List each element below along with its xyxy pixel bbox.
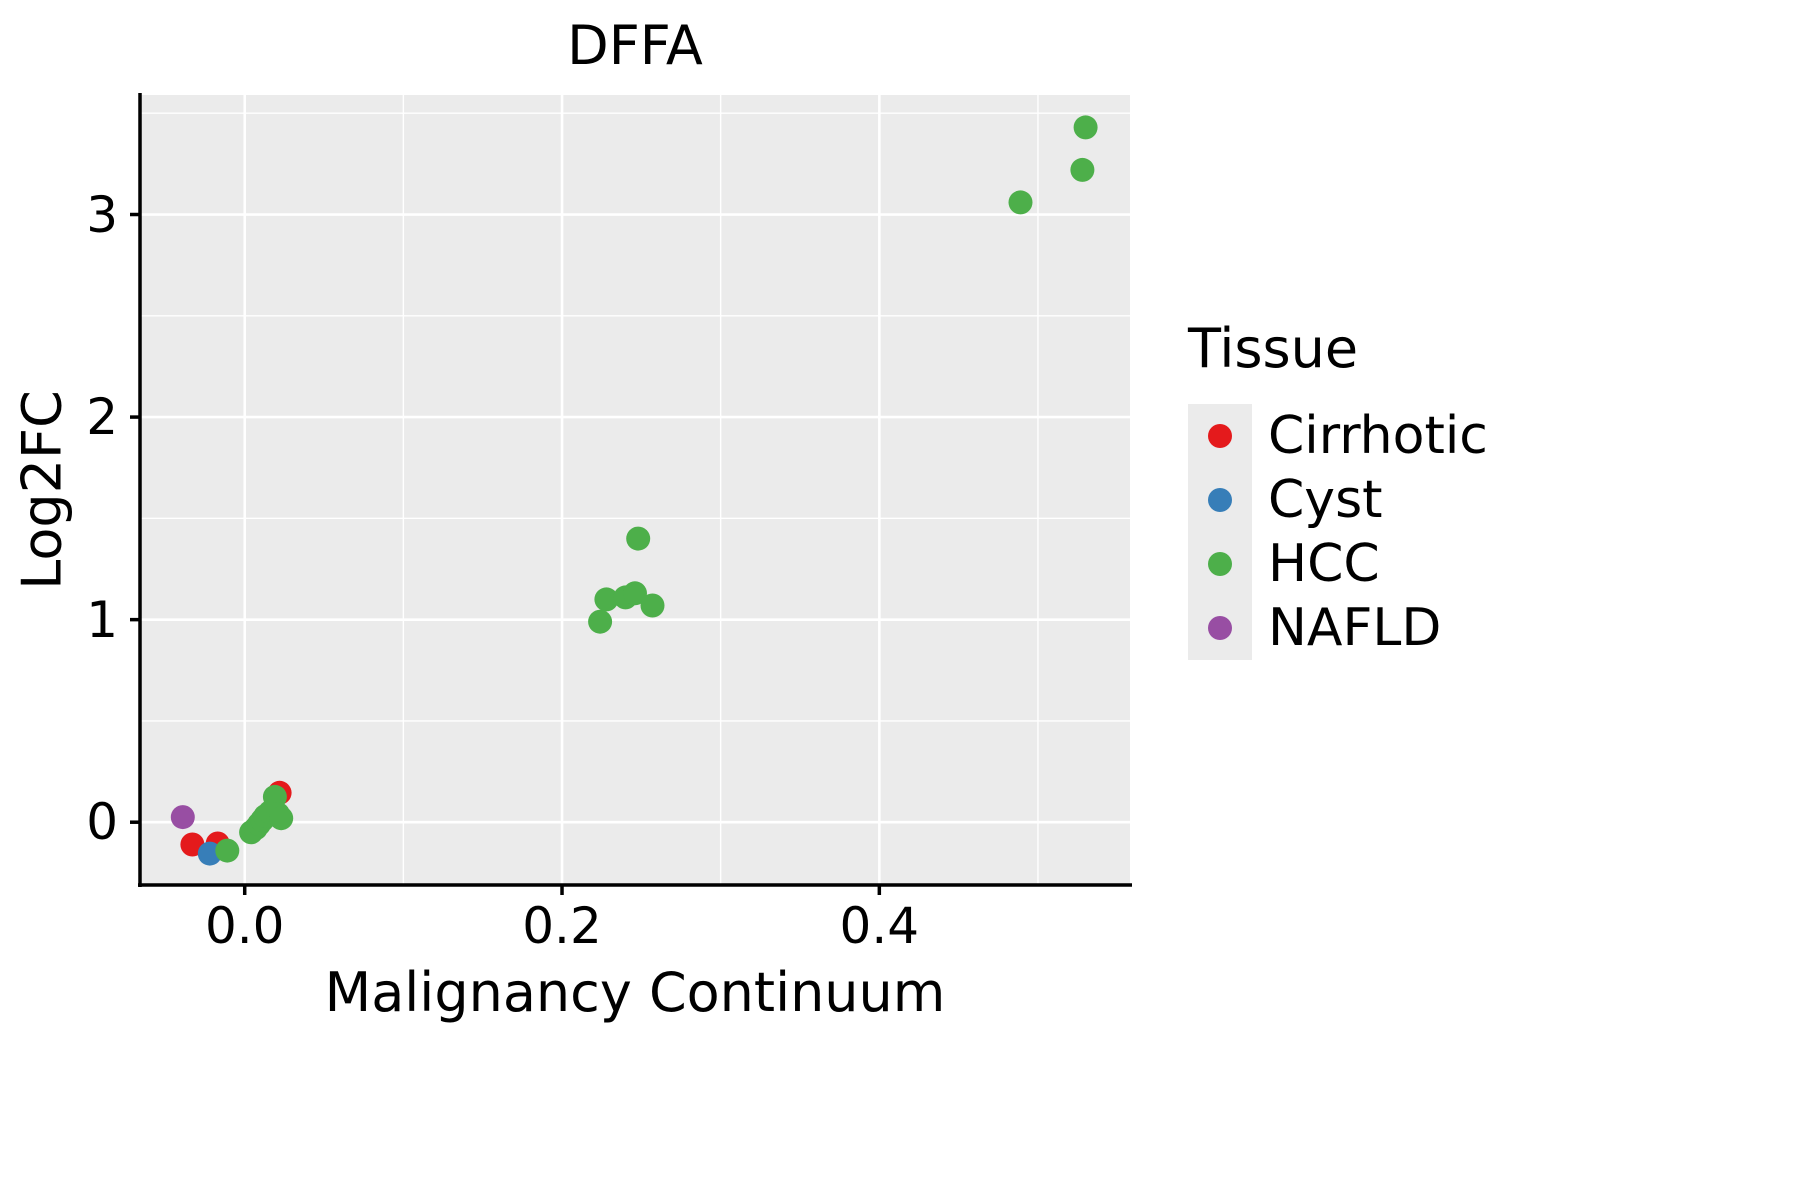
point-hcc xyxy=(594,587,619,612)
legend-label: NAFLD xyxy=(1268,598,1442,658)
legend-label: Cirrhotic xyxy=(1268,406,1488,466)
legend-dot-icon xyxy=(1208,616,1232,640)
point-hcc xyxy=(215,838,240,863)
point-hcc xyxy=(588,609,613,634)
point-hcc xyxy=(1070,157,1095,182)
point-hcc xyxy=(623,581,647,606)
legend-key xyxy=(1188,596,1252,660)
legend-item-cyst: Cyst xyxy=(1188,468,1488,532)
x-tick-label: 0.0 xyxy=(204,897,285,955)
point-hcc xyxy=(1073,115,1098,140)
point-nafld xyxy=(170,805,195,830)
y-tick-label: 0 xyxy=(86,793,118,852)
legend-dot-icon xyxy=(1208,552,1232,576)
legend-dot-icon xyxy=(1208,424,1232,448)
point-hcc xyxy=(640,593,665,618)
y-tick-label: 3 xyxy=(86,185,118,244)
legend: Tissue Cirrhotic Cyst HCC NAFLD xyxy=(1188,318,1488,660)
legend-key xyxy=(1188,468,1252,532)
plot-panel xyxy=(140,95,1130,885)
point-hcc xyxy=(626,526,651,551)
legend-key xyxy=(1188,532,1252,596)
legend-item-hcc: HCC xyxy=(1188,532,1488,596)
legend-title: Tissue xyxy=(1188,317,1359,380)
legend-items: Cirrhotic Cyst HCC NAFLD xyxy=(1188,404,1488,660)
legend-key xyxy=(1188,404,1252,468)
point-hcc xyxy=(269,806,294,831)
x-tick-label: 0.4 xyxy=(839,897,920,955)
x-tick-label: 0.2 xyxy=(522,897,602,955)
legend-label: HCC xyxy=(1268,534,1380,594)
legend-item-cirrhotic: Cirrhotic xyxy=(1188,404,1488,468)
x-axis-label: Malignancy Continuum xyxy=(324,961,946,1024)
y-tick-label: 1 xyxy=(86,590,118,649)
legend-item-nafld: NAFLD xyxy=(1188,596,1488,660)
legend-label: Cyst xyxy=(1268,470,1383,530)
chart-title: DFFA xyxy=(567,14,703,77)
y-tick-label: 2 xyxy=(86,388,118,447)
point-hcc xyxy=(1008,190,1033,215)
legend-dot-icon xyxy=(1208,488,1232,512)
